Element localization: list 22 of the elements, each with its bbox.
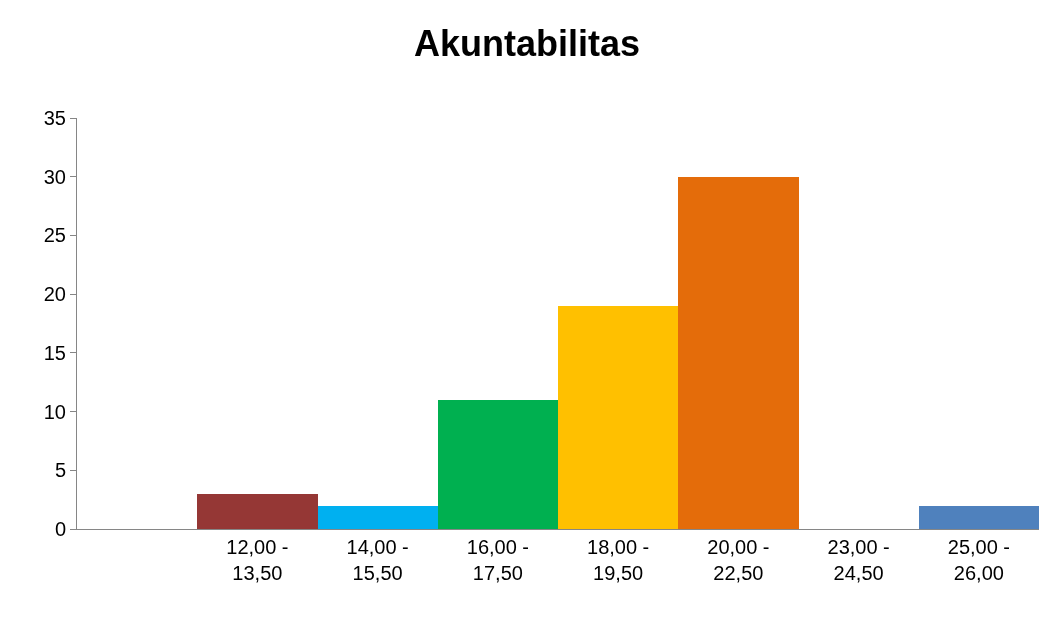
x-tick-label: 12,00 - 13,50 xyxy=(226,536,289,584)
bar xyxy=(919,506,1039,529)
bar xyxy=(558,306,678,529)
y-tick-label: 5 xyxy=(54,459,66,482)
y-tick-label: 25 xyxy=(43,224,66,247)
x-tick-label: 18,00 - 19,50 xyxy=(587,536,650,584)
x-tick-label: 25,00 - 26,00 xyxy=(947,536,1011,584)
x-tick-label: 20,00 - 22,50 xyxy=(707,536,770,584)
y-tick-label: 20 xyxy=(43,283,66,306)
y-tick-label: 35 xyxy=(43,107,66,129)
x-tick-label: 14,00 - 15,50 xyxy=(346,536,409,584)
y-tick-label: 15 xyxy=(43,341,66,364)
y-tick-label: 0 xyxy=(54,518,66,540)
bar xyxy=(438,400,558,529)
chart-title: Akuntabilitas xyxy=(413,22,641,64)
x-tick-label: 16,00 - 17,50 xyxy=(466,536,530,584)
x-tick-label: 23,00 - 24,50 xyxy=(827,536,890,584)
y-tick-label: 10 xyxy=(43,400,66,423)
bar xyxy=(318,506,438,529)
y-tick-label: 30 xyxy=(43,165,66,188)
bar xyxy=(678,177,799,529)
bar xyxy=(197,494,318,529)
